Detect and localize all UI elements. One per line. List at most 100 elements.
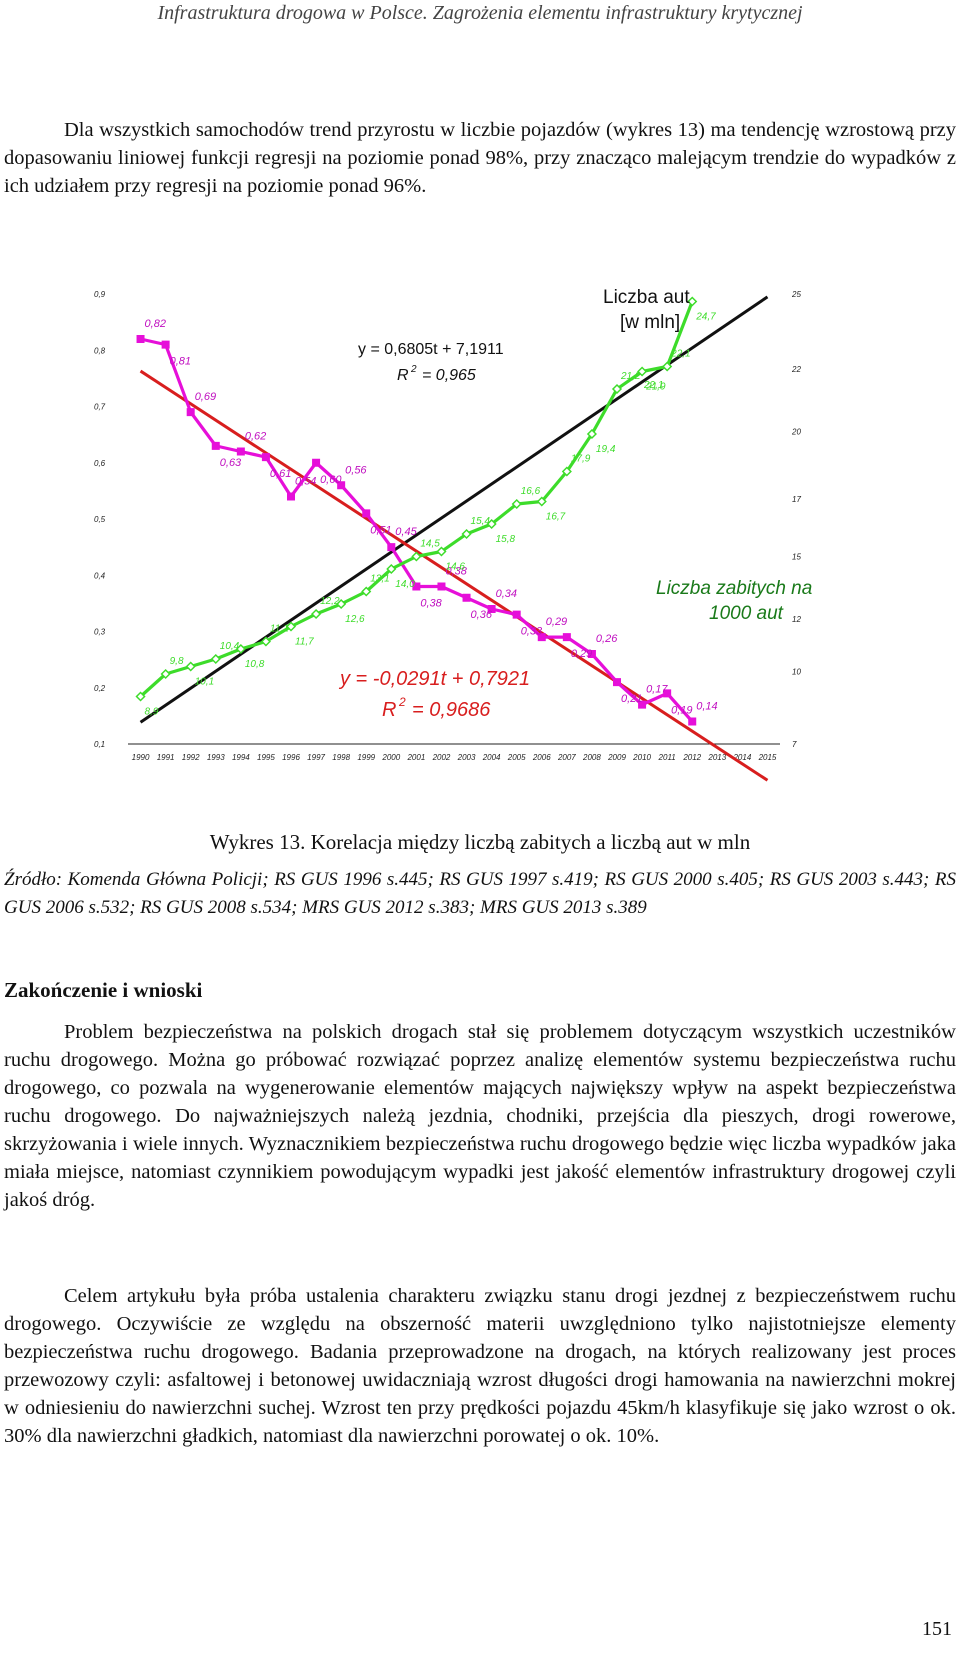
x-tick-label: 2013 [707, 753, 726, 762]
data-label-deaths: 0,69 [195, 391, 216, 403]
data-label-deaths: 0,36 [471, 609, 493, 621]
marker-cars [210, 653, 221, 665]
running-header: Infrastruktura drogowa w Polsce. Zagroże… [157, 2, 803, 24]
data-label-deaths: 0,17 [646, 684, 668, 696]
right-tick-label: 12 [792, 615, 801, 624]
marker-cars [461, 528, 472, 540]
marker-deaths [236, 447, 245, 456]
data-label-deaths: 0,54 [295, 476, 316, 488]
data-label-deaths: 0,29 [546, 616, 567, 628]
x-tick-label: 2010 [632, 753, 651, 762]
marker-deaths [613, 678, 621, 687]
data-label-cars: 14,0 [395, 579, 415, 590]
marker-deaths [136, 335, 145, 343]
data-label-cars: 17,9 [571, 454, 591, 465]
marker-deaths [211, 441, 220, 450]
marker-deaths [412, 582, 421, 591]
trendline-cars [139, 295, 769, 724]
chart-axes: 0,10,20,30,40,50,60,70,80,97101215172022… [94, 290, 801, 762]
data-label-deaths: 0,61 [270, 468, 291, 480]
figure-source: Źródło: Komenda Główna Policji; RS GUS 1… [4, 869, 956, 918]
right-tick-label: 7 [792, 740, 797, 749]
data-label-cars: 10,1 [195, 677, 214, 688]
right-tick-label: 17 [792, 495, 801, 504]
marker-deaths [337, 481, 346, 490]
data-label-deaths: 0,81 [170, 356, 191, 368]
marker-cars [160, 668, 171, 680]
trendline-deaths [139, 369, 769, 782]
x-tick-label: 1999 [357, 753, 375, 762]
paragraph-aim: Celem artykułu była próba ustalenia char… [4, 1285, 956, 1447]
data-label-cars: 15,8 [496, 534, 516, 545]
data-label-cars: 22,1 [670, 349, 690, 360]
left-tick-label: 0,6 [94, 459, 106, 468]
marker-cars [235, 643, 246, 655]
marker-cars [361, 586, 372, 597]
trend-cars-equation: y = 0,6805t + 7,1911 [358, 341, 504, 358]
marker-deaths [287, 492, 295, 501]
x-tick-label: 1997 [307, 753, 325, 762]
right-tick-label: 20 [791, 428, 801, 437]
trend-cars-r2-exp: 2 [410, 364, 417, 375]
trend-cars-r2: = 0,965 [422, 367, 476, 384]
x-tick-label: 2000 [381, 753, 400, 762]
data-label-cars: 21,2 [620, 371, 641, 382]
marker-cars [611, 383, 623, 395]
marker-cars [260, 636, 271, 647]
legend-deaths-unit: 1000 aut [709, 603, 784, 624]
data-label-cars: 14,6 [445, 562, 465, 573]
data-label-cars: 11,7 [295, 637, 314, 648]
x-tick-label: 2002 [432, 753, 451, 762]
left-tick-label: 0,7 [94, 403, 106, 412]
figure-caption: Wykres 13. Korelacja między liczbą zabit… [209, 830, 751, 854]
data-label-cars: 9,8 [170, 656, 184, 667]
data-label-cars: 24,7 [695, 312, 716, 323]
marker-cars [637, 366, 648, 377]
data-label-deaths: 0,45 [395, 526, 417, 538]
marker-cars [561, 466, 572, 477]
x-tick-label: 2005 [507, 753, 526, 762]
x-tick-label: 2009 [607, 753, 626, 762]
x-tick-label: 1996 [282, 753, 300, 762]
data-label-cars: 11,1 [270, 624, 289, 635]
x-tick-label: 2001 [406, 753, 425, 762]
x-tick-label: 2011 [658, 753, 676, 762]
marker-deaths [387, 543, 396, 552]
data-label-cars: 19,4 [596, 444, 616, 455]
marker-deaths [487, 605, 496, 613]
data-label-deaths: 0,19 [671, 704, 692, 716]
left-tick-label: 0,4 [94, 571, 106, 580]
data-label-cars: 16,6 [521, 486, 541, 497]
x-tick-label: 1992 [182, 753, 200, 762]
data-label-deaths: 0,51 [370, 524, 391, 536]
right-tick-label: 15 [792, 553, 801, 562]
trend-deaths-r2: = 0,9686 [412, 699, 491, 721]
data-label-cars: 12,6 [345, 614, 365, 625]
x-tick-label: 1994 [232, 753, 250, 762]
data-label-cars: 10,8 [245, 659, 265, 670]
data-label-deaths: 0,33 [521, 626, 543, 638]
data-label-cars: 21,9 [645, 382, 666, 393]
marker-deaths [186, 408, 195, 417]
marker-cars [336, 598, 347, 610]
x-tick-label: 2007 [557, 753, 576, 762]
x-tick-label: 1990 [132, 753, 150, 762]
legend-cars-unit: [w mln] [620, 312, 680, 333]
data-label-deaths: 0,29 [571, 648, 592, 660]
left-tick-label: 0,2 [94, 684, 106, 693]
data-label-deaths: 0,63 [220, 457, 242, 469]
data-label-cars: 13,1 [370, 574, 389, 585]
marker-deaths [462, 593, 471, 602]
marker-cars [662, 361, 673, 372]
data-label-deaths: 0,56 [345, 464, 367, 476]
left-tick-label: 0,8 [94, 346, 106, 355]
x-tick-label: 1993 [207, 753, 225, 762]
legend-deaths-title: Liczba zabitych na [656, 578, 812, 599]
left-tick-label: 0,1 [94, 740, 105, 749]
legend-cars-title: Liczba aut [603, 288, 690, 308]
marker-deaths [562, 633, 571, 642]
right-tick-label: 10 [792, 668, 801, 677]
marker-cars [436, 546, 447, 557]
x-tick-label: 2006 [532, 753, 551, 762]
marker-deaths [261, 453, 270, 462]
